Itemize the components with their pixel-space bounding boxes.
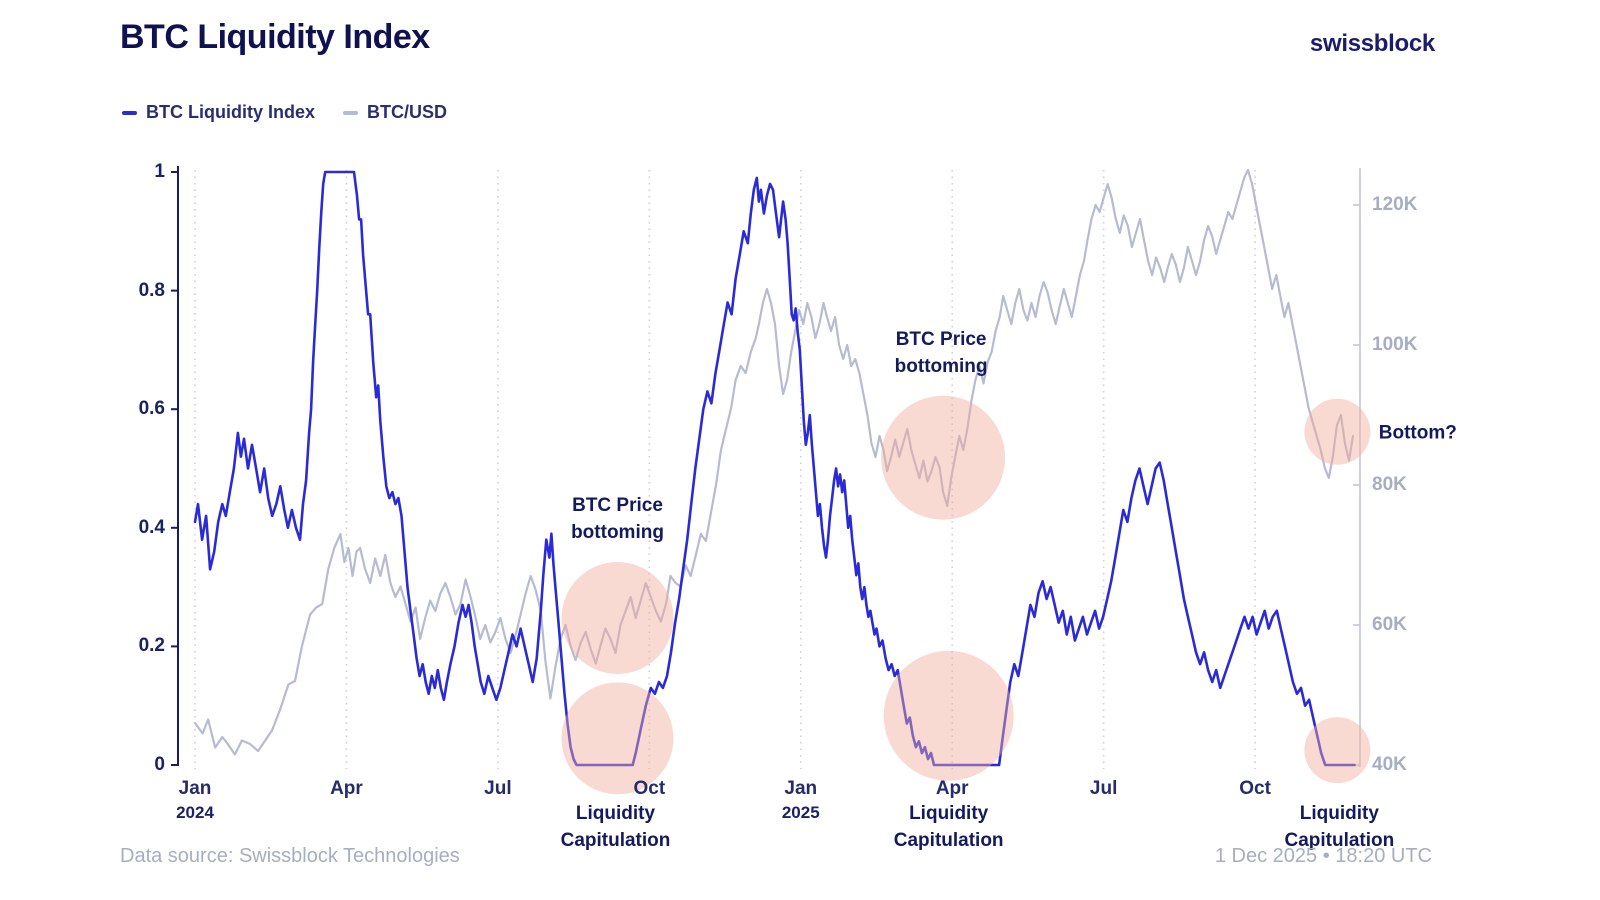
x-tick-label-Jul-18: Jul	[1089, 778, 1118, 799]
data-source-note: Data source: Swissblock Technologies	[120, 845, 460, 867]
page-title: BTC Liquidity Index	[120, 18, 430, 56]
x-tick-label-Apr-3: Apr	[330, 778, 363, 799]
legend-label: BTC/USD	[367, 102, 447, 122]
legend-item-btc-usd[interactable]: BTC/USD	[343, 102, 447, 123]
series-line-btc-liquidity-index	[193, 170, 1356, 767]
x-tick-year-2025: 2025	[781, 803, 820, 822]
highlight-circle-liquidity-capitulation-nov-2025	[1304, 717, 1371, 784]
x-tick-label-Jan-0: Jan	[178, 778, 212, 799]
y-left-tick-label-0.4: 0.4	[138, 516, 165, 538]
annotation-btc-price-bottoming-0: BTC Price bottoming	[571, 494, 664, 543]
legend-label: BTC Liquidity Index	[146, 102, 315, 122]
x-tick-label-Oct-9: Oct	[633, 778, 666, 799]
x-tick-label-Jan-12: Jan	[784, 778, 818, 799]
annotation-bottom--2: Bottom?	[1378, 422, 1457, 443]
x-tick-year-2024: 2024	[176, 803, 214, 822]
legend-item-btc-liquidity-index[interactable]: BTC Liquidity Index	[122, 102, 315, 123]
brand-logo: swissblock	[1309, 30, 1435, 57]
x-tick-label-Jul-6: Jul	[484, 778, 512, 799]
y-right-tick-label-40K: 40K	[1372, 754, 1407, 775]
y-right-tick-label-60K: 60K	[1372, 614, 1407, 635]
legend: BTC Liquidity Index BTC/USD	[122, 102, 447, 123]
legend-dash-icon	[343, 110, 358, 115]
legend-dash-icon	[122, 110, 137, 115]
annotation-liquidity-capitulation-3: Liquidity Capitulation	[560, 803, 671, 852]
y-left-tick-label-0: 0	[154, 754, 165, 775]
series-line-btc-usd	[193, 168, 1355, 756]
y-left-tick-label-0.2: 0.2	[138, 635, 165, 657]
y-left-tick-label-0.6: 0.6	[138, 398, 165, 420]
highlight-circle-btc-price-bottoming-2025	[881, 395, 1006, 520]
highlight-circle-liquidity-capitulation-apr-2025	[883, 650, 1014, 781]
y-left-tick-label-0.8: 0.8	[138, 279, 165, 301]
x-tick-label-Apr-15: Apr	[935, 778, 969, 799]
annotation-btc-price-bottoming-1: BTC Price bottoming	[894, 328, 988, 377]
x-tick-label-Oct-21: Oct	[1239, 778, 1271, 799]
y-left-tick-label-1: 1	[154, 161, 165, 182]
annotation-liquidity-capitulation-5: Liquidity Capitulation	[1284, 803, 1395, 852]
y-right-tick-label-80K: 80K	[1372, 474, 1407, 495]
annotation-liquidity-capitulation-4: Liquidity Capitulation	[893, 803, 1004, 852]
highlight-circle-bottom-question	[1304, 398, 1371, 465]
y-right-tick-label-100K: 100K	[1372, 334, 1418, 355]
timestamp-note: 1 Dec 2025 • 18:20 UTC	[1214, 845, 1432, 867]
highlight-circle-btc-price-bottoming-2024	[561, 562, 674, 674]
highlight-circle-liquidity-capitulation-2024	[561, 682, 674, 795]
y-right-tick-label-120K: 120K	[1372, 194, 1418, 215]
